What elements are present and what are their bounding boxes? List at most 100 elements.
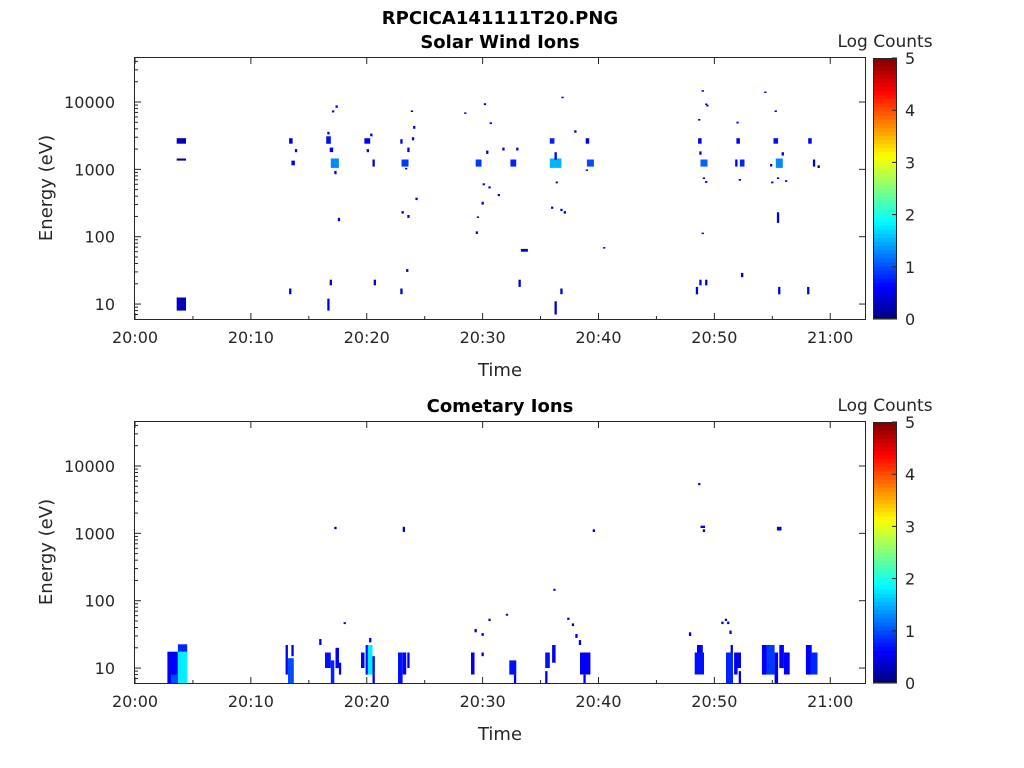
spectrogram-cell (781, 152, 784, 156)
spectrogram-cell (177, 651, 188, 683)
colorbar-tick-label: 3 (905, 153, 915, 172)
colorbar-tick-label: 1 (905, 258, 915, 277)
colorbar-segment (873, 544, 897, 549)
spectrogram-cell (483, 103, 487, 106)
colorbar-segment (873, 576, 897, 582)
spectrogram-cell (702, 177, 706, 179)
colorbar-segment (873, 629, 897, 635)
colorbar-tick-label: 5 (905, 49, 915, 68)
spectrogram-cell (592, 529, 595, 532)
spectrogram-cell (727, 621, 730, 625)
spectrogram-cell (365, 645, 368, 675)
spectrogram-cell (771, 181, 774, 184)
colorbar-segment (873, 131, 897, 136)
colorbar-segment (873, 229, 897, 234)
colorbar-segment (873, 422, 897, 427)
spectrogram-cell (698, 119, 701, 121)
spectrogram-cell (401, 211, 404, 214)
solar-wind-spectrogram (176, 90, 820, 315)
spectrogram-cell (705, 181, 708, 183)
colorbar-segment (873, 314, 897, 320)
spectrogram-cell (497, 194, 500, 197)
colorbar-segment (873, 261, 897, 267)
spectrogram-cell (326, 136, 331, 144)
spectrogram-cell (475, 231, 478, 234)
spectrogram-cell (688, 632, 692, 636)
solar-wind-xlabel: Time (477, 360, 522, 381)
colorbar-segment (873, 495, 897, 500)
y-tick-label: 10 (95, 659, 115, 678)
colorbar-segment (873, 139, 897, 145)
cometary-colorbar-label: Log Counts (837, 396, 932, 416)
colorbar-segment (873, 62, 897, 67)
spectrogram-cell (694, 652, 704, 675)
colorbar-segment (873, 257, 897, 263)
x-tick-label: 21:00 (807, 328, 853, 347)
colorbar-segment (873, 123, 897, 128)
spectrogram-cell (400, 288, 403, 295)
spectrogram-cell (735, 159, 738, 167)
spectrogram-cell (474, 629, 477, 633)
cometary-ylabel: Energy (eV) (36, 499, 57, 605)
spectrogram-cell (776, 177, 780, 179)
colorbar-segment (873, 127, 897, 132)
spectrogram-cell (372, 159, 375, 167)
spectrogram-cell (176, 138, 186, 144)
colorbar-segment (873, 458, 897, 464)
colorbar-segment (873, 119, 897, 124)
colorbar-segment (873, 646, 897, 651)
spectrogram-cell (560, 208, 563, 212)
spectrogram-cell (578, 640, 582, 645)
colorbar-segment (873, 434, 897, 439)
colorbar-segment (873, 74, 897, 79)
colorbar-segment (873, 282, 897, 287)
colorbar-segment (873, 111, 897, 116)
spectrogram-cell (291, 645, 294, 657)
spectrogram-cell (553, 588, 556, 591)
spectrogram-cell (724, 618, 728, 621)
colorbar-segment (873, 102, 897, 108)
colorbar-segment (873, 155, 897, 161)
colorbar-segment (873, 548, 897, 553)
colorbar-segment (873, 613, 897, 619)
spectrogram-cell (291, 160, 295, 166)
colorbar-tick-label: 4 (905, 101, 915, 120)
colorbar-segment (873, 617, 897, 623)
colorbar-segment (873, 470, 897, 476)
spectrogram-cell (177, 644, 188, 652)
x-tick-label: 20:00 (112, 692, 158, 711)
spectrogram-cell (289, 288, 292, 295)
spectrogram-cell (415, 197, 418, 201)
spectrogram-cell (285, 645, 288, 675)
spectrogram-cell (739, 159, 745, 167)
x-tick-label: 21:00 (807, 692, 853, 711)
cometary-axes: 20:00 20:10 20:20 20:30 20:40 20:50 21:00 10 100… (64, 422, 865, 711)
spectrogram-cell (329, 279, 332, 286)
figure-title: RPCICA141111T20.PNG (382, 8, 618, 29)
colorbar-segment (873, 536, 897, 541)
spectrogram-cell (405, 167, 408, 170)
colorbar-segment (873, 233, 897, 238)
spectrogram-cell (401, 159, 409, 167)
spectrogram-cell (407, 652, 410, 668)
colorbar-segment (873, 143, 897, 149)
x-tick-label: 20:00 (112, 328, 158, 347)
spectrogram-cell (730, 645, 733, 653)
colorbar-segment (873, 499, 897, 505)
spectrogram-cell (482, 183, 485, 186)
spectrogram-cell (700, 525, 706, 528)
colorbar-segment (873, 556, 897, 562)
colorbar-segment (873, 511, 897, 517)
spectrogram-cell (706, 104, 709, 107)
colorbar-segment (873, 642, 897, 647)
spectrogram-cell (699, 279, 702, 286)
colorbar-segment (873, 225, 897, 230)
spectrogram-cell (327, 131, 330, 135)
spectrogram-cell (554, 301, 557, 315)
colorbar-segment (873, 217, 897, 222)
colorbar-segment (873, 450, 897, 456)
spectrogram-cell (560, 288, 563, 295)
spectrogram-cell (367, 645, 373, 675)
spectrogram-cell (516, 147, 519, 151)
colorbar-segment (873, 446, 897, 452)
